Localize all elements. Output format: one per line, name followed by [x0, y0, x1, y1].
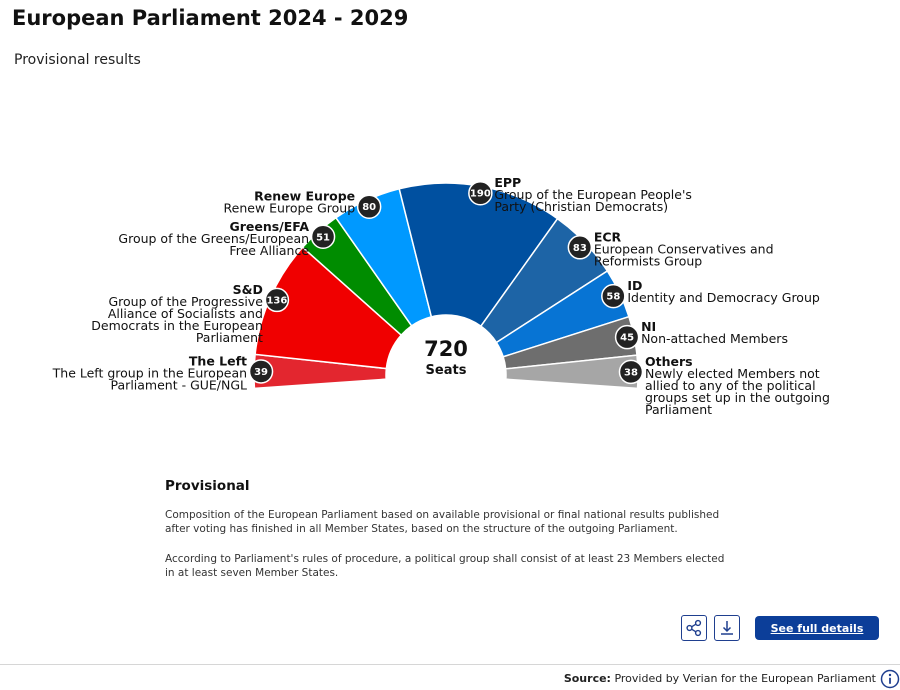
group-name-line-others: Parliament	[645, 402, 712, 417]
seat-count-renew-europe: 80	[362, 202, 376, 213]
info-icon[interactable]	[880, 669, 900, 689]
seat-count-ni: 45	[620, 333, 634, 344]
seat-badge-id: 58	[601, 283, 626, 309]
segment-sandd[interactable]	[254, 246, 403, 370]
group-short-id: ID	[627, 278, 642, 293]
footer-divider	[0, 664, 900, 665]
group-name-line-epp: Group of the European People's	[494, 187, 692, 202]
seat-badge-ecr: 83	[567, 235, 593, 260]
group-short-greens-efa: Greens/EFA	[229, 219, 309, 234]
total-seats-label: Seats	[426, 363, 467, 378]
group-short-ni: NI	[641, 319, 656, 334]
total-seats-value: 720	[424, 337, 468, 361]
info-paragraph-1: Composition of the European Parliament b…	[165, 509, 720, 535]
source-label: Source:	[563, 672, 611, 685]
group-name-line-others: Newly elected Members not	[645, 366, 820, 381]
info-section: Provisional Composition of the European …	[165, 478, 735, 596]
page-subtitle: Provisional results	[14, 52, 141, 68]
group-short-the-left: The Left	[189, 353, 247, 368]
seat-badge-greens-efa: 51	[310, 224, 336, 250]
seat-badge-epp: 190	[468, 180, 493, 206]
group-name-line-ecr: European Conservatives and	[594, 241, 774, 256]
seat-count-id: 58	[606, 292, 620, 303]
page-title: European Parliament 2024 - 2029	[12, 6, 409, 30]
seat-count-sandd: 136	[266, 295, 287, 306]
segment-epp[interactable]	[398, 182, 559, 328]
seat-count-others: 38	[624, 367, 638, 378]
group-name-line-id: Identity and Democracy Group	[627, 290, 820, 305]
seat-badge-the-left: 39	[248, 359, 274, 384]
group-name-line-greens-efa: Group of the Greens/European	[118, 231, 309, 246]
group-short-renew-europe: Renew Europe	[254, 189, 355, 204]
group-name-line-greens-efa: Free Alliance	[229, 243, 309, 258]
group-name-line-ni: Non-attached Members	[641, 331, 788, 346]
share-button[interactable]	[681, 615, 707, 641]
group-short-sandd: S&D	[233, 282, 263, 297]
seat-badge-ni: 45	[614, 324, 640, 350]
seat-count-greens-efa: 51	[316, 232, 330, 243]
group-name-line-renew-europe: Renew Europe Group	[224, 201, 356, 216]
group-name-line-others: allied to any of the political	[645, 378, 816, 393]
group-short-ecr: ECR	[594, 229, 622, 244]
seat-badge-sandd: 136	[264, 287, 290, 313]
group-name-line-sandd: Democrats in the European	[91, 318, 263, 333]
seat-badge-renew-europe: 80	[356, 194, 382, 219]
info-paragraph-2: According to Parliament's rules of proce…	[165, 553, 725, 579]
seat-count-the-left: 39	[254, 367, 268, 378]
share-icon	[686, 619, 702, 637]
source-text: Source: Provided by Verian for the Europ…	[564, 672, 876, 685]
download-button[interactable]	[714, 615, 740, 641]
group-short-epp: EPP	[494, 175, 521, 190]
download-icon	[721, 621, 733, 635]
group-short-others: Others	[645, 354, 693, 369]
group-name-line-sandd: Parliament	[196, 330, 263, 345]
group-name-line-epp: Party (Christian Democrats)	[494, 199, 668, 214]
source-value: Provided by Verian for the European Parl…	[614, 672, 876, 685]
group-name-line-sandd: Group of the Progressive	[108, 294, 263, 309]
group-name-line-sandd: Alliance of Socialists and	[108, 306, 263, 321]
group-name-line-the-left: The Left group in the European	[52, 365, 247, 380]
seat-count-epp: 190	[470, 189, 491, 200]
group-name-line-the-left: Parliament - GUE/NGL	[111, 377, 248, 392]
group-name-line-ecr: Reformists Group	[594, 253, 702, 268]
seat-badge-others: 38	[618, 359, 644, 385]
seat-count-ecr: 83	[573, 243, 587, 254]
see-full-details-button[interactable]: See full details	[755, 616, 879, 640]
info-heading: Provisional	[165, 478, 250, 494]
group-name-line-others: groups set up in the outgoing	[645, 390, 830, 405]
